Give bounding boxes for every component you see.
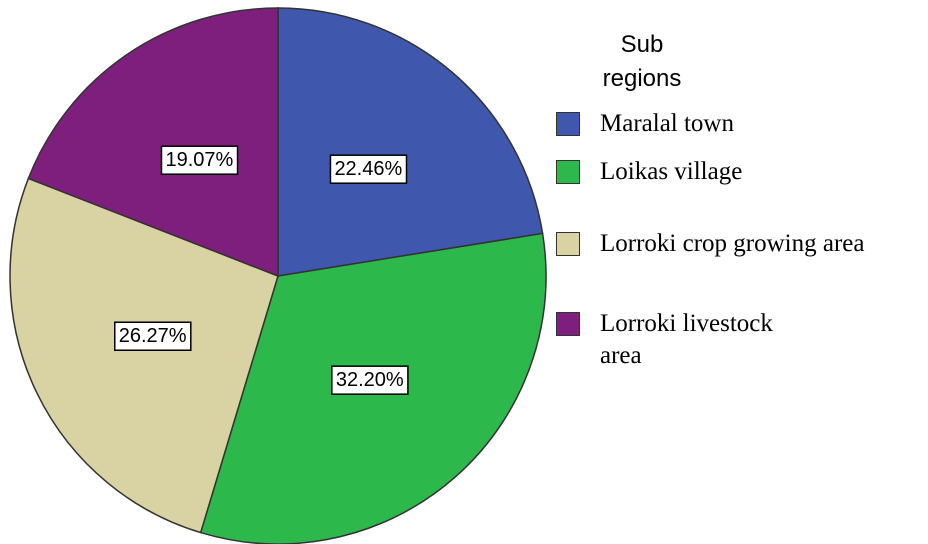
legend-item: Maralal town bbox=[556, 108, 928, 140]
legend-swatch bbox=[556, 160, 580, 184]
pie-slice bbox=[277, 7, 544, 277]
legend-label: Lorroki livestock area bbox=[600, 310, 773, 369]
legend-item: Lorroki crop growing area bbox=[556, 228, 928, 260]
pie-slice bbox=[9, 177, 279, 534]
legend-label: Loikas village bbox=[600, 158, 743, 185]
data-label: 26.27% bbox=[119, 325, 187, 347]
data-label-box bbox=[114, 321, 192, 351]
data-label: 32.20% bbox=[336, 369, 404, 391]
data-label-box bbox=[329, 154, 408, 184]
legend-item: Loikas village bbox=[556, 156, 928, 188]
data-label: 19.07% bbox=[165, 149, 233, 171]
pie-slice bbox=[27, 7, 279, 278]
data-label-box bbox=[331, 365, 409, 395]
legend-swatch bbox=[556, 312, 580, 336]
legend-swatch bbox=[556, 232, 580, 256]
data-label: 22.46% bbox=[334, 158, 402, 180]
data-label-box bbox=[160, 145, 239, 175]
legend-title: Sub regions bbox=[602, 31, 682, 92]
legend-swatch bbox=[556, 112, 580, 136]
legend-label: Maralal town bbox=[600, 110, 734, 137]
legend-item: Lorroki livestock area bbox=[556, 308, 820, 372]
legend-label: Lorroki crop growing area bbox=[600, 230, 865, 257]
